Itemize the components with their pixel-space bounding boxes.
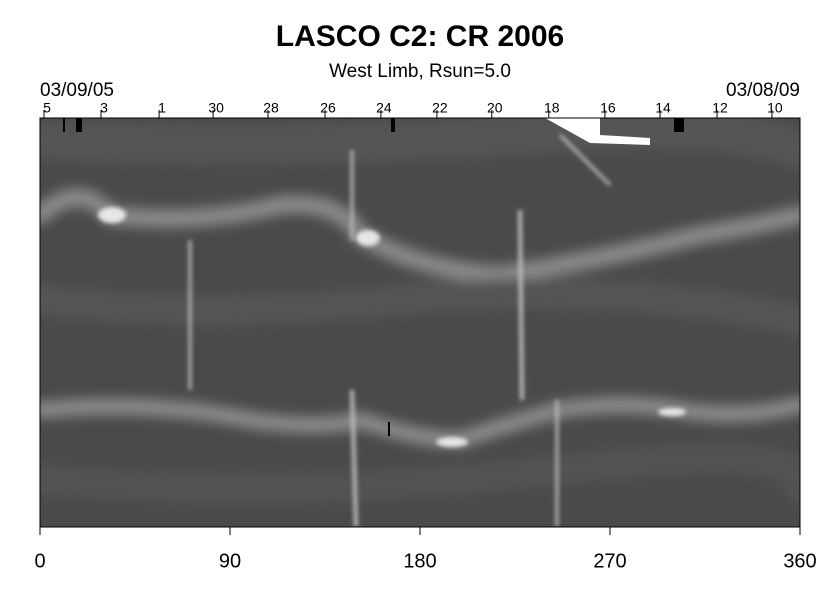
top-tick-label: 26 <box>320 100 336 116</box>
top-tick-label: 24 <box>376 100 392 116</box>
start-date: 03/09/05 <box>40 80 114 101</box>
top-tick-label: 22 <box>432 100 448 116</box>
top-tick-label: 5 <box>43 100 51 116</box>
top-tick-label: 3 <box>100 100 108 116</box>
end-date: 03/08/09 <box>726 80 800 101</box>
top-tick-label: 20 <box>487 100 503 116</box>
top-tick-label: 12 <box>712 100 728 116</box>
x-tick-label: 360 <box>783 550 816 572</box>
top-tick-label: 16 <box>600 100 616 116</box>
chart-subtitle: West Limb, Rsun=5.0 <box>329 61 511 82</box>
x-tick-label: 90 <box>219 550 241 572</box>
x-tick-label: 180 <box>403 550 436 572</box>
x-tick-label: 0 <box>34 550 45 572</box>
top-tick-label: 18 <box>544 100 560 116</box>
top-tick-label: 30 <box>208 100 224 116</box>
top-tick-label: 14 <box>655 100 671 116</box>
top-tick-label: 1 <box>158 100 166 116</box>
top-tick-label: 10 <box>767 100 783 116</box>
x-tick-label: 270 <box>593 550 626 572</box>
synoptic-image <box>40 118 800 527</box>
top-tick-label: 28 <box>263 100 279 116</box>
chart-title: LASCO C2: CR 2006 <box>276 20 564 53</box>
